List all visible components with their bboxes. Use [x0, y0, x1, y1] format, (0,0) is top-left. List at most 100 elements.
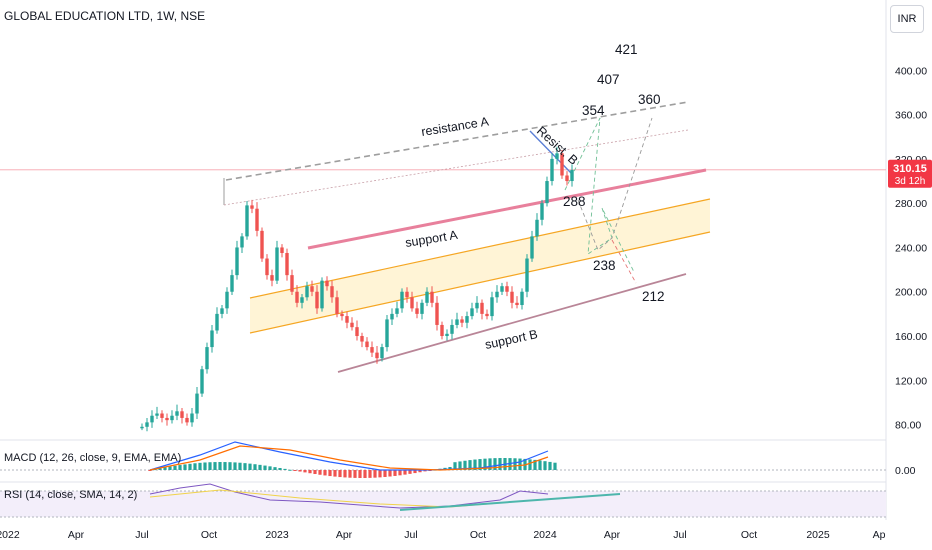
- macd-histogram-bar: [288, 469, 292, 471]
- projection-path-green: [564, 117, 635, 273]
- chart-annotation: support B: [484, 327, 539, 352]
- candle-body: [210, 330, 214, 348]
- candle-body: [290, 275, 294, 292]
- macd-histogram-bar: [283, 468, 287, 470]
- candle-body: [295, 291, 299, 303]
- candle-body: [160, 413, 164, 418]
- candle-body: [245, 205, 249, 237]
- candle-body: [455, 319, 459, 325]
- candle-body: [330, 286, 334, 298]
- macd-histogram-bar: [358, 470, 362, 478]
- macd-histogram-bar: [253, 464, 257, 470]
- candle-body: [230, 275, 234, 292]
- rsi-trendline: [399, 493, 621, 511]
- candle-body: [550, 158, 554, 182]
- candle-body: [345, 316, 349, 323]
- candle-body: [360, 336, 364, 342]
- candle-body: [445, 333, 449, 337]
- macd-histogram-bar: [548, 461, 552, 470]
- candle-body: [220, 308, 224, 314]
- x-tick-label: Ap: [873, 529, 886, 541]
- x-tick-label: Oct: [741, 529, 757, 541]
- candle-body: [400, 291, 404, 309]
- candle-body: [570, 169, 574, 182]
- y-tick-label: 280.00: [895, 198, 927, 210]
- y-tick-label: 360.00: [895, 110, 927, 122]
- candle-body: [475, 302, 479, 309]
- macd-histogram-bar: [268, 466, 272, 470]
- macd-histogram-bar: [388, 470, 392, 477]
- macd-histogram-bar: [513, 458, 517, 470]
- macd-histogram-bar: [378, 470, 382, 478]
- macd-histogram-bar: [153, 469, 157, 471]
- projection-path-grey: [577, 117, 653, 251]
- resist-b-line: [529, 130, 573, 175]
- macd-histogram-bar: [323, 470, 327, 476]
- macd-histogram-bar: [263, 465, 267, 470]
- macd-histogram-bar: [413, 470, 417, 474]
- macd-histogram-bar: [183, 464, 187, 470]
- candle-body: [140, 426, 144, 429]
- projection-path-red: [611, 239, 637, 284]
- macd-histogram-bar: [463, 460, 467, 470]
- macd-histogram-bar: [538, 460, 542, 470]
- macd-histogram-bar: [488, 458, 492, 470]
- macd-histogram-bar: [363, 470, 367, 478]
- candle-body: [510, 291, 514, 303]
- candle-body: [240, 236, 244, 248]
- candle-body: [465, 316, 469, 323]
- macd-histogram-bar: [298, 470, 302, 472]
- y-tick-label: 160.00: [895, 331, 927, 343]
- macd-histogram-bar: [203, 462, 207, 470]
- macd-histogram-bar: [318, 470, 322, 475]
- candle-body: [555, 153, 559, 159]
- price-tag-countdown: 3d 12h: [895, 176, 926, 187]
- x-tick-label: 2025: [806, 529, 830, 541]
- candle-body: [485, 313, 489, 317]
- candle-body: [195, 393, 199, 414]
- currency-button[interactable]: INR: [890, 5, 924, 33]
- candle-body: [285, 252, 289, 276]
- macd-histogram-bar: [408, 470, 412, 474]
- candle-body: [505, 286, 509, 292]
- rsi-label[interactable]: RSI (14, close, SMA, 14, 2): [4, 489, 138, 501]
- x-tick-label: Apr: [68, 529, 85, 541]
- y-tick-label: 200.00: [895, 287, 927, 299]
- candle-body: [565, 175, 569, 182]
- macd-histogram-bar: [308, 470, 312, 474]
- macd-histogram-bar: [328, 470, 332, 477]
- candle-body: [315, 291, 319, 309]
- candle-body: [165, 417, 169, 421]
- channel-lower-line: [249, 231, 711, 334]
- candle-body: [395, 308, 399, 314]
- chart-annotation: 212: [642, 289, 665, 304]
- candle-body: [185, 417, 189, 423]
- macd-histogram-bar: [368, 470, 372, 478]
- candle-body: [280, 247, 284, 253]
- candle-body: [370, 347, 374, 353]
- candle-body: [150, 415, 154, 423]
- candle-body: [175, 411, 179, 416]
- candle-body: [270, 275, 274, 281]
- macd-histogram-bar: [218, 462, 222, 470]
- x-tick-label: Oct: [470, 529, 486, 541]
- macd-histogram-bar: [448, 467, 452, 470]
- chart-annotation: 354: [582, 103, 605, 118]
- candle-body: [560, 153, 564, 176]
- chart-annotation: 360: [638, 92, 661, 107]
- candle-body: [515, 302, 519, 306]
- y-tick-label: 80.00: [895, 420, 921, 432]
- chart-annotation: 407: [597, 72, 620, 87]
- candle-body: [405, 291, 409, 298]
- macd-histogram-bar: [228, 462, 232, 470]
- candle-body: [200, 369, 204, 394]
- candle-body: [155, 413, 159, 416]
- candle-body: [350, 322, 354, 328]
- candle-body: [535, 219, 539, 237]
- macd-histogram-bar: [383, 470, 387, 477]
- macd-label[interactable]: MACD (12, 26, close, 9, EMA, EMA): [4, 452, 182, 464]
- candle-body: [420, 302, 424, 314]
- candle-body: [255, 208, 259, 231]
- candle-body: [300, 297, 304, 303]
- candle-body: [335, 297, 339, 314]
